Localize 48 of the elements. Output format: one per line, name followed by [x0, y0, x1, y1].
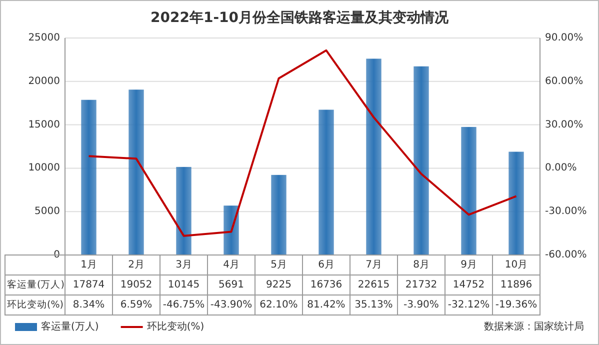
- x-tick-label: 2月: [128, 260, 144, 270]
- y2-tick-label: 90.00%: [545, 32, 584, 44]
- data-label: 81.42%: [307, 300, 346, 310]
- y-tick-label: 25000: [28, 32, 60, 44]
- text: 环比变动(%): [7, 300, 64, 310]
- x-tick-label: 6月: [318, 260, 334, 270]
- y-tick-label: 20000: [28, 76, 60, 87]
- legend-label: 环比变动(%): [146, 320, 204, 332]
- y-tick-label: 10000: [28, 162, 60, 174]
- x-tick-label: 10月: [504, 260, 528, 270]
- y2-tick-label: 0.00%: [545, 162, 577, 174]
- data-label: 6.59%: [120, 300, 152, 310]
- data-label: 11896: [500, 280, 532, 290]
- data-label: 21732: [405, 280, 438, 290]
- data-label: 14752: [452, 280, 485, 290]
- data-label: -46.75%: [162, 300, 205, 310]
- y2-tick-label: 60.00%: [545, 76, 584, 87]
- x-tick-label: 9月: [460, 260, 477, 270]
- data-label: 16736: [310, 280, 342, 290]
- x-tick-label: 4月: [223, 260, 240, 270]
- y2-tick-label: -60.00%: [545, 250, 587, 260]
- data-label: 22615: [358, 280, 390, 290]
- text: 客运量(万人): [7, 280, 64, 290]
- y2-tick-label: -30.00%: [545, 206, 587, 218]
- y2-tick-label: 30.00%: [545, 119, 584, 130]
- x-tick-label: 1月: [80, 260, 97, 270]
- data-label: -32.12%: [448, 300, 490, 310]
- y-tick-label: 5000: [34, 206, 60, 218]
- data-label: -43.90%: [210, 300, 252, 310]
- data-label: 9225: [266, 280, 292, 290]
- data-label: 62.10%: [260, 300, 298, 310]
- chart-title: 2022年1-10月份全国铁路客运量及其变动情况: [150, 9, 450, 26]
- data-label: 35.13%: [354, 300, 393, 310]
- data-label: 5691: [218, 280, 244, 290]
- legend-label: 客运量(万人): [41, 320, 99, 332]
- x-tick-label: 5月: [270, 260, 287, 270]
- data-label: 10145: [168, 280, 200, 290]
- line-series: [88, 49, 518, 237]
- data-label: -19.36%: [495, 300, 538, 310]
- data-label: 17874: [72, 280, 105, 290]
- source-note: 数据来源：国家统计局: [484, 320, 584, 332]
- x-tick-label: 3月: [176, 260, 192, 270]
- data-label: 19052: [120, 280, 152, 290]
- data-label: -3.90%: [404, 300, 439, 310]
- y-tick-label: 15000: [28, 119, 60, 130]
- data-label: 8.34%: [72, 300, 105, 310]
- x-tick-label: 7月: [366, 260, 382, 270]
- x-tick-label: 8月: [413, 260, 430, 270]
